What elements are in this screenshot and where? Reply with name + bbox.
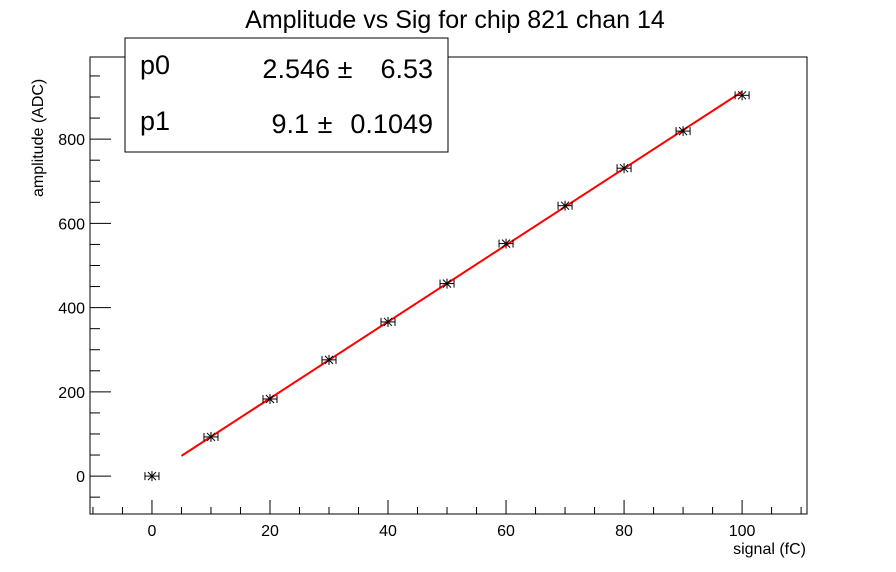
x-tick-label: 80 <box>615 523 633 540</box>
data-points <box>144 90 750 482</box>
stats-p1-pm: ± <box>318 109 333 139</box>
y-tick-label: 800 <box>58 132 85 149</box>
data-point <box>321 354 337 365</box>
y-tick-label: 0 <box>76 469 85 486</box>
marker-stroke <box>383 317 393 327</box>
stats-p1-value: 9.1 <box>271 109 309 139</box>
stats-p0-name: p0 <box>140 50 170 80</box>
marker-stroke <box>737 90 747 100</box>
stats-p0-value: 2.546 <box>262 54 330 84</box>
x-tick-label: 40 <box>379 523 397 540</box>
data-point <box>675 126 691 137</box>
marker-stroke <box>265 394 275 404</box>
marker-stroke <box>324 355 334 365</box>
marker-stroke <box>619 163 629 173</box>
x-axis: 0 20 40 60 80 100 <box>92 500 802 540</box>
stats-p1-name: p1 <box>140 106 170 136</box>
data-point <box>557 200 573 211</box>
marker-stroke <box>206 432 216 442</box>
stats-p1-error: 0.1049 <box>350 109 433 139</box>
data-point <box>734 90 750 101</box>
data-point <box>144 471 160 482</box>
y-tick-label: 400 <box>58 301 85 318</box>
x-tick-label: 20 <box>261 523 279 540</box>
y-tick-label: 600 <box>58 216 85 233</box>
marker-stroke <box>442 279 452 288</box>
fit-line-layer <box>180 90 743 457</box>
x-tick-label: 60 <box>497 523 515 540</box>
y-axis-label: amplitude (ADC) <box>30 79 47 197</box>
x-tick-label: 0 <box>148 523 157 540</box>
marker-stroke <box>678 126 688 136</box>
data-point <box>380 316 396 327</box>
stats-p0-error: 6.53 <box>380 54 433 84</box>
marker-stroke <box>147 471 157 481</box>
data-point <box>262 394 278 405</box>
data-point <box>203 431 219 442</box>
fit-line <box>180 90 743 457</box>
data-point <box>498 238 514 249</box>
data-point <box>439 278 455 289</box>
y-tick-label: 200 <box>58 385 85 402</box>
fit-stats-box: p0 2.546 ± 6.53 p1 9.1 ± 0.1049 <box>124 37 449 153</box>
marker-stroke <box>501 239 511 248</box>
stats-p0-pm: ± <box>338 54 353 84</box>
stats-box-frame <box>124 37 449 153</box>
data-point <box>616 163 632 174</box>
y-axis: 0 200 400 600 800 <box>58 75 111 498</box>
marker-stroke <box>560 201 570 211</box>
x-tick-label: 100 <box>729 523 756 540</box>
x-axis-label: signal (fC) <box>733 541 806 558</box>
chart-title: Amplitude vs Sig for chip 821 chan 14 <box>245 6 665 34</box>
